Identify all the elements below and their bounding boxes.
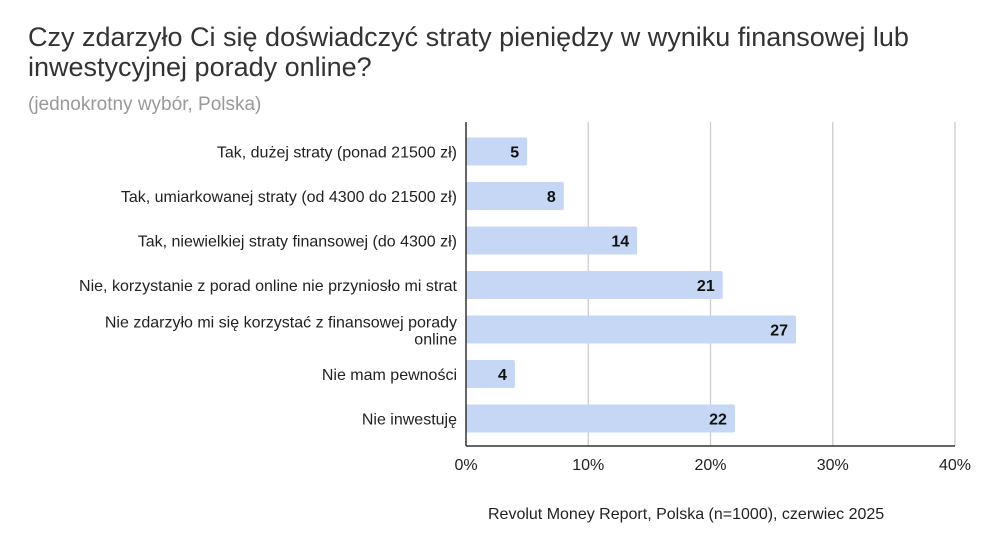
bar — [466, 137, 528, 166]
data-label: 21 — [697, 278, 715, 295]
x-tick-label: 40% — [939, 457, 971, 474]
data-label: 5 — [510, 145, 519, 162]
data-label: 27 — [770, 323, 788, 340]
source-note: Revolut Money Report, Polska (n=1000), c… — [488, 506, 885, 523]
bar — [466, 226, 638, 255]
x-tick-label: 0% — [454, 457, 477, 474]
bar — [466, 360, 515, 388]
category-label: Tak, dużej straty (ponad 21500 zł) — [217, 145, 457, 162]
data-label: 22 — [709, 412, 727, 429]
category-label: Tak, niewielkiej straty finansowej (do 4… — [138, 234, 457, 251]
bars: 5 8 14 21 27 4 22 — [466, 137, 797, 433]
chart-title: Czy zdarzyło Ci się doświadczyć straty p… — [28, 22, 909, 82]
x-tick-label: 30% — [817, 457, 849, 474]
category-label: Nie mam pewności — [322, 367, 457, 384]
category-label: Nie, korzystanie z porad online nie przy… — [79, 278, 458, 295]
chart-subtitle: (jednokrotny wybór, Polska) — [28, 94, 262, 115]
bar — [466, 271, 723, 299]
category-label: Tak, umiarkowanej straty (od 4300 do 215… — [121, 189, 457, 206]
data-label: 14 — [611, 234, 629, 251]
x-tick-label: 10% — [572, 457, 604, 474]
axes: 0% 10% 20% 30% 40% Tak, dużej straty (ponad 2… — [79, 122, 971, 474]
bar — [466, 404, 735, 433]
category-label: Nie inwestuję — [362, 412, 457, 429]
data-label: 4 — [498, 367, 507, 384]
x-tick-label: 20% — [694, 457, 726, 474]
bar — [466, 182, 564, 210]
bar — [466, 315, 797, 344]
data-label: 8 — [547, 189, 556, 206]
category-label: Nie zdarzyło mi się korzystać z finansow… — [105, 315, 457, 349]
